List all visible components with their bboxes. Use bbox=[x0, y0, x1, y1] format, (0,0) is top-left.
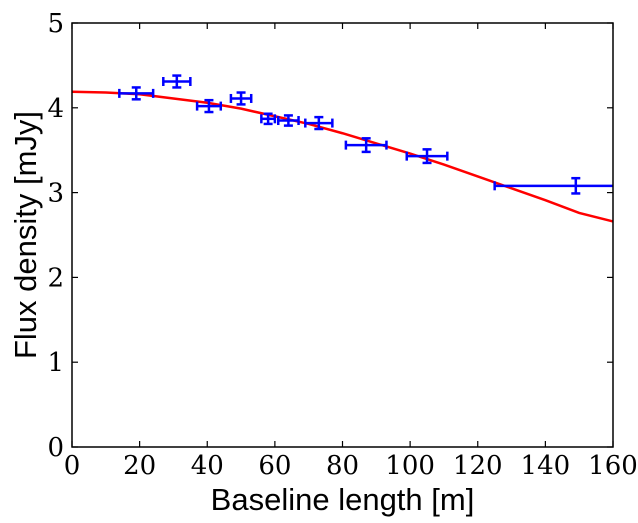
y-tick-label: 5 bbox=[47, 9, 64, 39]
x-tick-label: 0 bbox=[64, 451, 81, 481]
data-points-layer bbox=[118, 74, 613, 195]
y-tick-label: 0 bbox=[47, 433, 64, 463]
data-point bbox=[344, 137, 388, 154]
data-point bbox=[229, 91, 253, 106]
y-tick-label: 4 bbox=[47, 94, 64, 124]
x-tick-label: 80 bbox=[326, 451, 359, 481]
axis-tick-labels: 0 20 40 60 80 100 120 140 160 0 1 2 3 4 5 bbox=[47, 9, 637, 481]
data-point bbox=[493, 176, 613, 195]
x-tick-label: 160 bbox=[588, 451, 638, 481]
data-point bbox=[405, 148, 449, 165]
fit-curve-layer bbox=[71, 90, 614, 223]
x-tick-label: 40 bbox=[191, 451, 224, 481]
data-point bbox=[304, 115, 334, 131]
plot-frame bbox=[71, 22, 614, 448]
y-tick-label: 3 bbox=[47, 179, 64, 209]
data-point bbox=[118, 86, 155, 101]
x-tick-label: 100 bbox=[385, 451, 435, 481]
data-point bbox=[277, 114, 300, 127]
x-tick-label: 20 bbox=[123, 451, 156, 481]
fit-curve bbox=[71, 90, 614, 223]
y-axis-label: Flux density [mJy] bbox=[8, 111, 43, 359]
x-tick-label: 120 bbox=[453, 451, 503, 481]
data-point bbox=[195, 98, 223, 114]
axis-ticks bbox=[71, 22, 614, 448]
data-point bbox=[162, 74, 192, 89]
y-tick-label: 1 bbox=[47, 348, 64, 378]
y-tick-label: 2 bbox=[47, 263, 64, 293]
x-tick-label: 140 bbox=[521, 451, 571, 481]
x-axis-label: Baseline length [m] bbox=[211, 482, 475, 517]
data-point bbox=[260, 112, 277, 126]
x-tick-label: 60 bbox=[258, 451, 291, 481]
